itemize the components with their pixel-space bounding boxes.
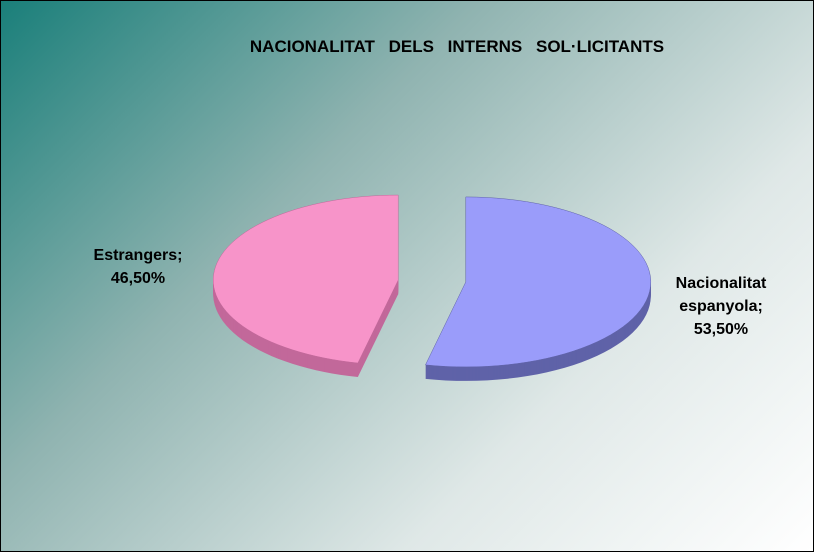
slice <box>212 194 399 364</box>
data-label: Nacionalitat espanyola; 53,50% <box>661 272 781 341</box>
slice <box>425 196 652 368</box>
value-label: 53,50% <box>693 321 749 338</box>
value-label: 46,50% <box>110 270 166 287</box>
category-label: Nacionalitat espanyola; <box>675 275 767 315</box>
category-label: Estrangers; <box>93 247 183 264</box>
data-label: Estrangers; 46,50% <box>63 244 213 290</box>
chart-title: NACIONALITAT DELS INTERNS SOL·LICITANTS <box>249 37 665 56</box>
